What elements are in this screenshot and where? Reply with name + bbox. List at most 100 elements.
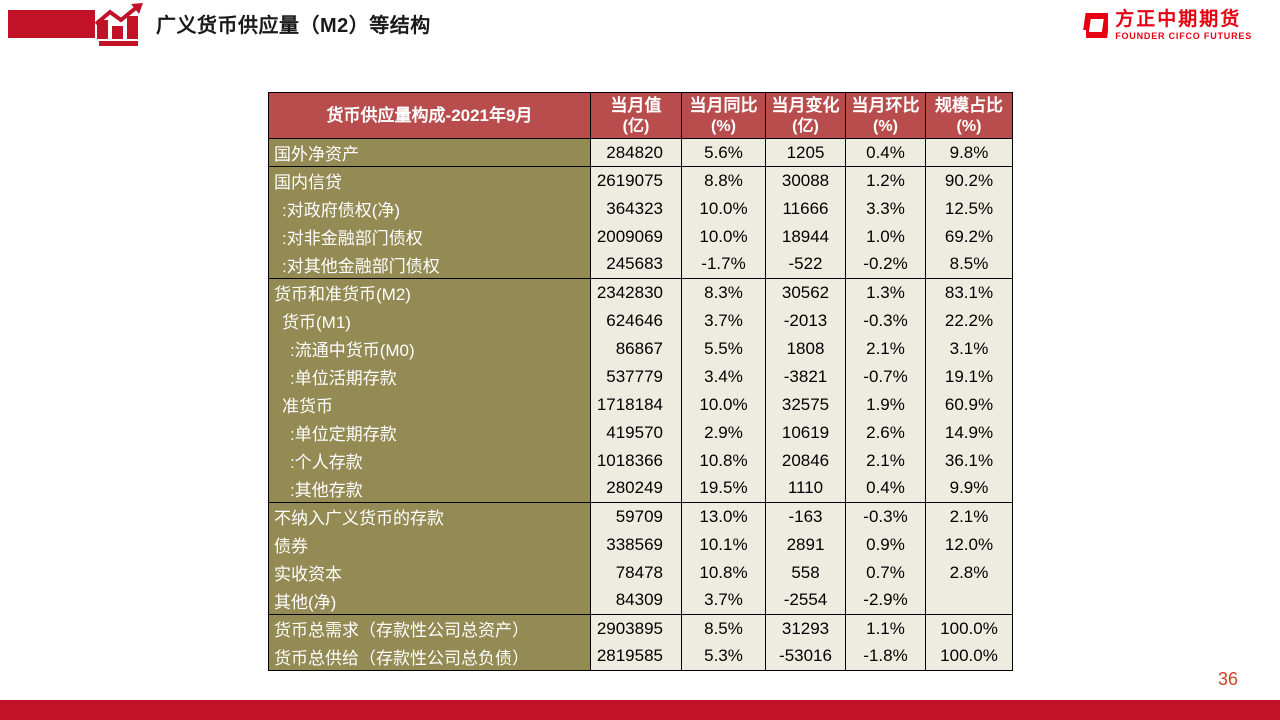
- table-row: 国外净资产 284820 5.6% 1205 0.4% 9.8%: [268, 138, 1013, 167]
- cell: 10.0%: [681, 222, 766, 251]
- cell: 20846: [765, 446, 846, 475]
- cell: -2554: [765, 586, 846, 615]
- cell: 10.8%: [681, 446, 766, 475]
- cell: 0.4%: [845, 138, 926, 167]
- column-header: 当月值 (亿): [590, 92, 682, 139]
- cell: -1.8%: [845, 642, 926, 671]
- cell: -0.3%: [845, 502, 926, 531]
- cell: 59709: [590, 502, 682, 531]
- cell: 30562: [765, 278, 846, 307]
- cell: 60.9%: [925, 390, 1013, 419]
- column-header: 规模占比 (%): [925, 92, 1013, 139]
- row-label: 国内信贷: [268, 166, 591, 195]
- row-label: 国外净资产: [268, 138, 591, 167]
- cell: 1808: [765, 334, 846, 363]
- cell: 5.6%: [681, 138, 766, 167]
- cell: 10.1%: [681, 530, 766, 559]
- cell: 2.9%: [681, 418, 766, 447]
- cell: -0.7%: [845, 362, 926, 391]
- cell: 2.1%: [925, 502, 1013, 531]
- company-logo: 方正中期期货 FOUNDER CIFCO FUTURES: [1076, 9, 1252, 42]
- cell: 5.3%: [681, 642, 766, 671]
- table-row: 不纳入广义货币的存款 59709 13.0% -163 -0.3% 2.1%: [268, 502, 1013, 531]
- cell: 22.2%: [925, 306, 1013, 335]
- cell: 1.9%: [845, 390, 926, 419]
- table-row: 货币总需求（存款性公司总资产） 2903895 8.5% 31293 1.1% 100.0…: [268, 614, 1013, 643]
- cell: 8.3%: [681, 278, 766, 307]
- cell: 338569: [590, 530, 682, 559]
- row-label: :单位活期存款: [268, 362, 591, 391]
- cell: 90.2%: [925, 166, 1013, 195]
- cell: 419570: [590, 418, 682, 447]
- cell: 0.9%: [845, 530, 926, 559]
- cell: 284820: [590, 138, 682, 167]
- page-title: 广义货币供应量（M2）等结构: [156, 15, 431, 37]
- cell: 31293: [765, 614, 846, 643]
- footer-red-bar: [0, 700, 1280, 720]
- table-row: :单位定期存款 419570 2.9% 10619 2.6% 14.9%: [268, 418, 1013, 447]
- table-header-row: 货币供应量构成-2021年9月 当月值 (亿) 当月同比 (%) 当月变化 (亿…: [268, 92, 1013, 139]
- column-header: 当月同比 (%): [681, 92, 766, 139]
- table-row: :其他存款 280249 19.5% 1110 0.4% 9.9%: [268, 474, 1013, 503]
- cell: 0.7%: [845, 558, 926, 587]
- cell: 10.0%: [681, 194, 766, 223]
- cell: 1.3%: [845, 278, 926, 307]
- row-label: :对非金融部门债权: [268, 222, 591, 251]
- row-label: 货币和准货币(M2): [268, 278, 591, 307]
- row-label: :对政府债权(净): [268, 194, 591, 223]
- row-label: 不纳入广义货币的存款: [268, 502, 591, 531]
- table-row: :对其他金融部门债权 245683 -1.7% -522 -0.2% 8.5%: [268, 250, 1013, 279]
- cell: 2891: [765, 530, 846, 559]
- row-label: 债券: [268, 530, 591, 559]
- cell: 8.5%: [681, 614, 766, 643]
- cell: 1.1%: [845, 614, 926, 643]
- cell: 86867: [590, 334, 682, 363]
- cell: 10.8%: [681, 558, 766, 587]
- cell: -1.7%: [681, 250, 766, 279]
- table-row: :对政府债权(净) 364323 10.0% 11666 3.3% 12.5%: [268, 194, 1013, 223]
- cell: -0.3%: [845, 306, 926, 335]
- cell: 1.2%: [845, 166, 926, 195]
- cell: 2619075: [590, 166, 682, 195]
- row-label: :单位定期存款: [268, 418, 591, 447]
- cell: 3.4%: [681, 362, 766, 391]
- cell: 5.5%: [681, 334, 766, 363]
- cell: -53016: [765, 642, 846, 671]
- cell: 100.0%: [925, 614, 1013, 643]
- page-number: 36: [1217, 669, 1238, 689]
- cell: 1718184: [590, 390, 682, 419]
- cell: 1110: [765, 474, 846, 503]
- cell: 19.1%: [925, 362, 1013, 391]
- cell: -163: [765, 502, 846, 531]
- cell: 280249: [590, 474, 682, 503]
- table-row: :个人存款 1018366 10.8% 20846 2.1% 36.1%: [268, 446, 1013, 475]
- cell: 30088: [765, 166, 846, 195]
- cell: 19.5%: [681, 474, 766, 503]
- cell: 624646: [590, 306, 682, 335]
- cell: -2.9%: [845, 586, 926, 615]
- logo-name: 方正中期期货: [1115, 9, 1242, 30]
- logo-square-icon: [1076, 12, 1109, 40]
- cell: -2013: [765, 306, 846, 335]
- row-label: :个人存款: [268, 446, 591, 475]
- cell: 245683: [590, 250, 682, 279]
- cell: 8.8%: [681, 166, 766, 195]
- table-row: :单位活期存款 537779 3.4% -3821 -0.7% 19.1%: [268, 362, 1013, 391]
- cell: 3.7%: [681, 306, 766, 335]
- row-label: :其他存款: [268, 474, 591, 503]
- cell: 1205: [765, 138, 846, 167]
- cell: 11666: [765, 194, 846, 223]
- table-row: 货币和准货币(M2) 2342830 8.3% 30562 1.3% 83.1%: [268, 278, 1013, 307]
- cell: 84309: [590, 586, 682, 615]
- cell: 3.1%: [925, 334, 1013, 363]
- row-label: 货币总供给（存款性公司总负债）: [268, 642, 591, 671]
- row-label: 实收资本: [268, 558, 591, 587]
- brand-red-block: [8, 10, 95, 38]
- table-row: 实收资本 78478 10.8% 558 0.7% 2.8%: [268, 558, 1013, 587]
- cell: 69.2%: [925, 222, 1013, 251]
- cell: 14.9%: [925, 418, 1013, 447]
- logo-subtitle: FOUNDER CIFCO FUTURES: [1115, 31, 1252, 41]
- cell: 18944: [765, 222, 846, 251]
- table-row: 债券 338569 10.1% 2891 0.9% 12.0%: [268, 530, 1013, 559]
- cell: 364323: [590, 194, 682, 223]
